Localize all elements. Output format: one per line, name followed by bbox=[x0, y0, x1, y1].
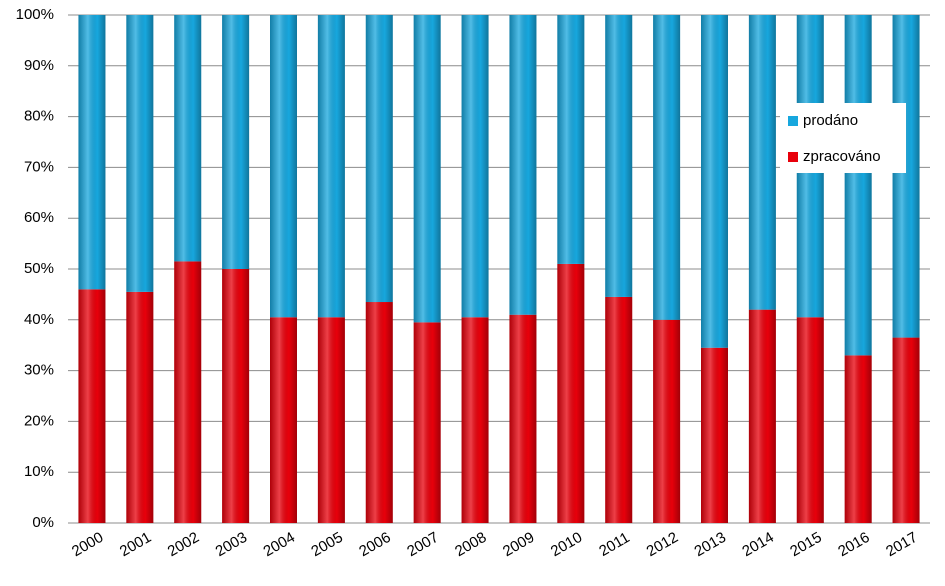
bar-shade bbox=[605, 15, 633, 297]
x-tick-label: 2000 bbox=[69, 529, 106, 560]
bar-shade bbox=[78, 15, 106, 290]
bar-shade bbox=[509, 15, 537, 315]
y-tick-label: 90% bbox=[24, 57, 54, 74]
bar-shade bbox=[844, 15, 872, 356]
bar-shade bbox=[270, 317, 297, 523]
y-tick-label: 50% bbox=[24, 260, 54, 277]
x-tick-label: 2008 bbox=[452, 529, 489, 560]
bar-shade bbox=[701, 347, 728, 523]
x-tick-label: 2005 bbox=[308, 529, 345, 560]
x-tick-label: 2004 bbox=[261, 529, 298, 560]
bar-shade bbox=[317, 317, 345, 523]
y-tick-label: 30% bbox=[24, 362, 54, 379]
x-tick-label: 2010 bbox=[548, 529, 585, 560]
x-tick-label: 2007 bbox=[404, 529, 441, 560]
bar-shade bbox=[78, 289, 106, 523]
x-tick-label: 2013 bbox=[692, 529, 729, 560]
x-tick-label: 2015 bbox=[787, 529, 824, 560]
bar-shade bbox=[653, 319, 681, 523]
legend-label: prodáno bbox=[803, 112, 858, 129]
legend-box bbox=[780, 103, 906, 173]
y-tick-label: 60% bbox=[24, 209, 54, 226]
bar-shade bbox=[796, 317, 824, 523]
bar-shade bbox=[653, 15, 681, 320]
x-tick-label: 2011 bbox=[596, 529, 632, 560]
bar-shade bbox=[844, 355, 872, 523]
bar-shade bbox=[701, 15, 728, 348]
bar-shade bbox=[892, 15, 920, 338]
x-tick-label: 2017 bbox=[883, 529, 920, 560]
bar-shade bbox=[748, 309, 776, 523]
x-tick-label: 2016 bbox=[835, 529, 872, 560]
x-tick-label: 2014 bbox=[739, 529, 776, 560]
legend-swatch bbox=[788, 152, 798, 162]
bar-shade bbox=[892, 337, 920, 523]
bar-shade bbox=[557, 15, 585, 264]
bar-shade bbox=[126, 291, 154, 523]
bar-shade bbox=[509, 314, 537, 523]
bar-shade bbox=[365, 302, 393, 523]
bar-shade bbox=[748, 15, 776, 310]
bar-shade bbox=[413, 322, 441, 523]
bar-shade bbox=[270, 15, 297, 318]
bar-shade bbox=[557, 263, 585, 523]
legend-swatch bbox=[788, 116, 798, 126]
y-tick-label: 100% bbox=[16, 6, 54, 23]
bar-shade bbox=[365, 15, 393, 303]
bar-shade bbox=[413, 15, 441, 323]
y-tick-label: 40% bbox=[24, 311, 54, 328]
y-tick-label: 10% bbox=[24, 463, 54, 480]
legend-label: zpracováno bbox=[803, 148, 881, 165]
x-tick-label: 2012 bbox=[644, 529, 681, 560]
y-tick-label: 80% bbox=[24, 108, 54, 125]
bar-shade bbox=[605, 296, 633, 523]
y-tick-label: 20% bbox=[24, 412, 54, 429]
bar-shade bbox=[461, 317, 489, 523]
bar-shade bbox=[174, 261, 202, 523]
x-tick-label: 2006 bbox=[356, 529, 393, 560]
bar-shade bbox=[126, 15, 154, 292]
bar-shade bbox=[317, 15, 345, 318]
x-tick-label: 2002 bbox=[165, 529, 202, 560]
x-tick-label: 2009 bbox=[500, 529, 537, 560]
y-tick-label: 70% bbox=[24, 158, 54, 175]
bar-shade bbox=[222, 15, 250, 269]
x-tick-label: 2003 bbox=[213, 529, 250, 560]
y-tick-label: 0% bbox=[32, 514, 54, 531]
bar-shade bbox=[222, 269, 250, 523]
bar-shade bbox=[174, 15, 202, 262]
bar-shade bbox=[461, 15, 489, 318]
x-tick-label: 2001 bbox=[117, 529, 154, 560]
